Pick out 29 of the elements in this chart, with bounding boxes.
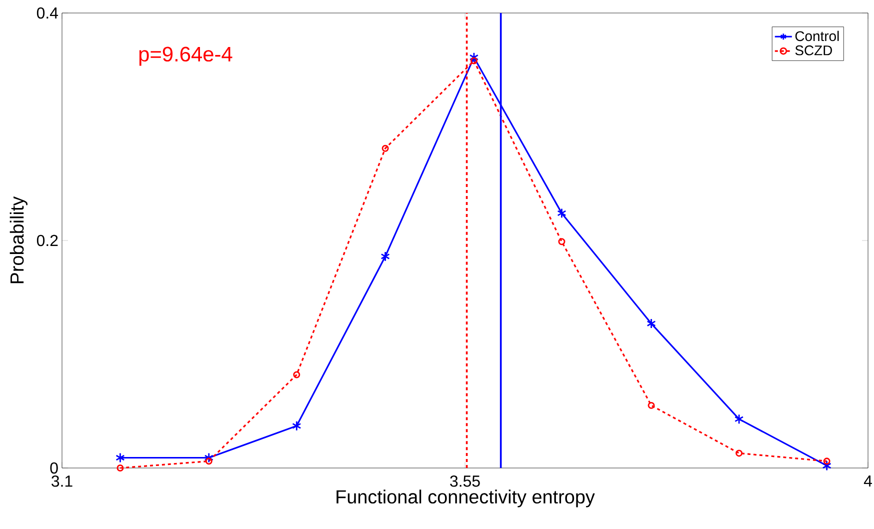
point bbox=[292, 420, 302, 432]
point bbox=[558, 238, 566, 246]
point bbox=[470, 57, 478, 64]
point bbox=[646, 318, 656, 329]
y-tick-label: 0.4 bbox=[36, 7, 58, 19]
point bbox=[736, 450, 743, 457]
point bbox=[822, 460, 832, 471]
point bbox=[823, 458, 830, 465]
y-tick-label: 0 bbox=[50, 462, 58, 474]
point bbox=[469, 52, 479, 63]
point bbox=[204, 452, 214, 463]
legend-label: SCZD bbox=[795, 45, 832, 56]
x-axis-title: Functional connectivity entropy bbox=[336, 490, 595, 508]
point bbox=[116, 464, 124, 472]
point bbox=[557, 208, 566, 218]
annotation: p=9.64e-4 bbox=[139, 46, 232, 66]
point bbox=[116, 452, 125, 463]
y-axis-title: Probability bbox=[10, 196, 28, 284]
legend-label: Control bbox=[795, 30, 839, 42]
point bbox=[205, 458, 212, 465]
x-tick-label: 3.55 bbox=[450, 476, 480, 487]
point bbox=[382, 144, 389, 152]
point bbox=[734, 414, 744, 424]
x-tick-label: 3.1 bbox=[52, 476, 72, 487]
point bbox=[293, 371, 300, 378]
point bbox=[648, 402, 655, 409]
point bbox=[380, 251, 390, 262]
x-tick-label: 4 bbox=[864, 476, 872, 486]
y-tick-label: 0.2 bbox=[36, 234, 58, 246]
